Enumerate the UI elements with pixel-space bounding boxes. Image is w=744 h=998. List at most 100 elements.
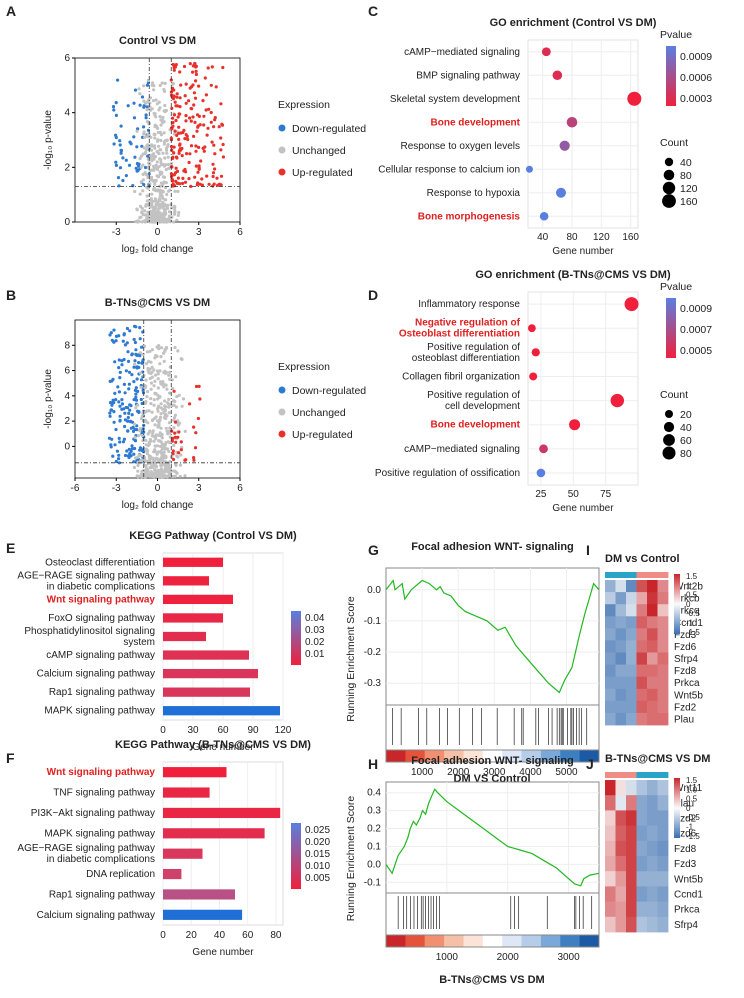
point-down-regulated: [123, 424, 127, 429]
point-down-regulated: [127, 370, 132, 374]
point-down-regulated: [108, 401, 113, 405]
point-down-regulated: [133, 427, 137, 431]
point-unchanged: [151, 209, 155, 213]
point-up-regulated: [179, 131, 183, 135]
color-legend-tick: 0.04: [305, 613, 325, 624]
point-up-regulated: [182, 64, 187, 69]
point-unchanged: [167, 166, 171, 170]
point-unchanged: [162, 359, 166, 363]
x-tick-label: 2000: [447, 767, 470, 778]
point-unchanged: [162, 445, 166, 449]
point-unchanged: [159, 138, 163, 143]
category-label: Osteoclast differentiation: [45, 557, 155, 568]
point-unchanged: [132, 422, 137, 426]
point-up-regulated: [184, 458, 188, 462]
point-unchanged: [139, 385, 143, 389]
point-down-regulated: [130, 373, 134, 377]
point-up-regulated: [175, 95, 179, 99]
point-down-regulated: [129, 449, 133, 453]
heat-cell: [615, 780, 627, 796]
size-legend-label: 20: [680, 409, 692, 421]
point-unchanged: [157, 475, 161, 479]
point-down-regulated: [123, 411, 127, 415]
point-up-regulated: [198, 182, 202, 186]
heat-cell: [615, 664, 627, 678]
point-unchanged: [153, 423, 157, 427]
size-legend-label: 40: [680, 157, 692, 169]
point-down-regulated: [146, 81, 150, 85]
point-unchanged: [147, 359, 151, 364]
x-axis-label: Gene number: [552, 246, 614, 257]
color-legend-tick: -0.5: [686, 609, 700, 618]
point-unchanged: [140, 210, 144, 214]
point-up-regulated: [172, 113, 177, 117]
point-unchanged: [183, 474, 187, 478]
rank-heat-segment: [502, 935, 523, 947]
point-up-regulated: [187, 177, 191, 181]
point-down-regulated: [118, 370, 122, 374]
point-up-regulated: [188, 402, 192, 406]
point-up-regulated: [192, 458, 196, 462]
point-unchanged: [156, 419, 160, 423]
point-unchanged: [149, 154, 153, 158]
rank-heat-segment: [444, 935, 464, 947]
point-unchanged: [157, 214, 161, 218]
point-unchanged: [163, 202, 167, 206]
row-label: Fzd8: [674, 844, 697, 855]
point-unchanged: [152, 164, 156, 168]
x-tick-label: 0: [155, 483, 161, 494]
point-unchanged: [148, 429, 152, 433]
point-down-regulated: [127, 382, 131, 386]
point-unchanged: [152, 403, 156, 407]
hits-frame: [385, 704, 600, 751]
point-down-regulated: [130, 444, 134, 448]
point-unchanged: [141, 352, 145, 356]
heat-cell: [647, 628, 658, 641]
point-unchanged: [165, 192, 169, 197]
heat-cell: [605, 700, 616, 714]
point-up-regulated: [196, 170, 200, 174]
point-unchanged: [162, 142, 166, 146]
point-up-regulated: [211, 184, 215, 188]
category-label: Bone development: [431, 420, 521, 431]
point-unchanged: [155, 456, 159, 460]
heat-cell: [615, 712, 627, 726]
color-bar: [674, 574, 680, 634]
point-up-regulated: [189, 144, 194, 148]
go-bubble: [536, 468, 546, 478]
point-unchanged: [154, 353, 158, 358]
point-down-regulated: [141, 427, 145, 431]
size-legend-title: Count: [660, 137, 688, 149]
heat-cell: [615, 640, 627, 653]
point-down-regulated: [135, 377, 139, 381]
rank-heat-segment: [540, 750, 561, 762]
go-bubble: [569, 419, 581, 431]
point-unchanged: [163, 198, 167, 202]
point-up-regulated: [173, 100, 177, 104]
point-unchanged: [136, 455, 140, 459]
point-unchanged: [176, 423, 180, 427]
point-unchanged: [155, 345, 159, 349]
kegg-bar: [163, 828, 265, 839]
kegg-bar: [163, 868, 182, 880]
point-down-regulated: [138, 326, 142, 330]
plot-frame: [527, 39, 639, 229]
rank-heat-segment: [463, 750, 484, 762]
point-down-regulated: [132, 337, 136, 342]
point-up-regulated: [221, 155, 225, 159]
point-up-regulated: [196, 416, 200, 421]
chart-title: DM vs Control: [605, 553, 680, 565]
point-down-regulated: [128, 453, 132, 457]
point-up-regulated: [183, 94, 187, 98]
point-unchanged: [163, 156, 167, 160]
heat-cell: [626, 628, 637, 641]
go-bubble: [525, 165, 533, 173]
point-down-regulated: [140, 95, 145, 99]
x-tick-label: 75: [600, 489, 612, 500]
point-unchanged: [156, 151, 160, 155]
point-down-regulated: [117, 400, 121, 404]
color-legend-tick: 0.020: [305, 837, 330, 848]
point-unchanged: [167, 449, 171, 453]
point-unchanged: [145, 135, 150, 139]
category-label: AGE−RAGE signaling pathway: [17, 570, 155, 581]
